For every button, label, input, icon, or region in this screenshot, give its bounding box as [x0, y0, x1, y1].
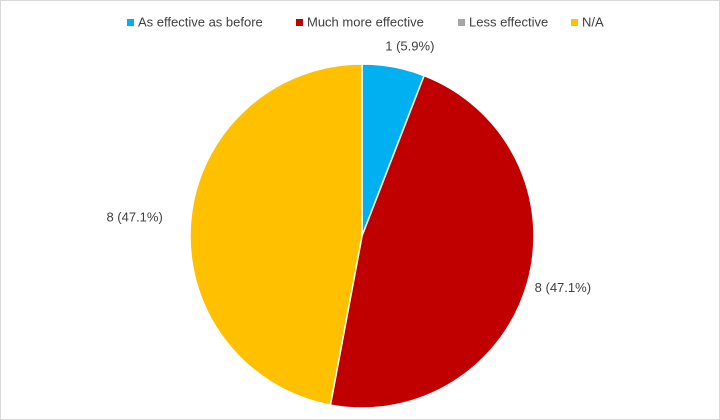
pie-slice	[189, 63, 363, 406]
data-label: 1 (5.9%)	[385, 39, 434, 54]
legend-marker	[127, 19, 134, 26]
legend-marker	[571, 19, 578, 26]
legend-marker	[458, 19, 465, 26]
legend-label: Less effective	[469, 14, 548, 29]
legend-label: Much more effective	[307, 14, 424, 29]
data-label: 8 (47.1%)	[106, 210, 162, 225]
legend-label: N/A	[582, 14, 604, 29]
legend-marker	[296, 19, 303, 26]
data-label: 8 (47.1%)	[535, 280, 591, 295]
legend-label: As effective as before	[138, 14, 263, 29]
pie-slice	[329, 74, 535, 409]
